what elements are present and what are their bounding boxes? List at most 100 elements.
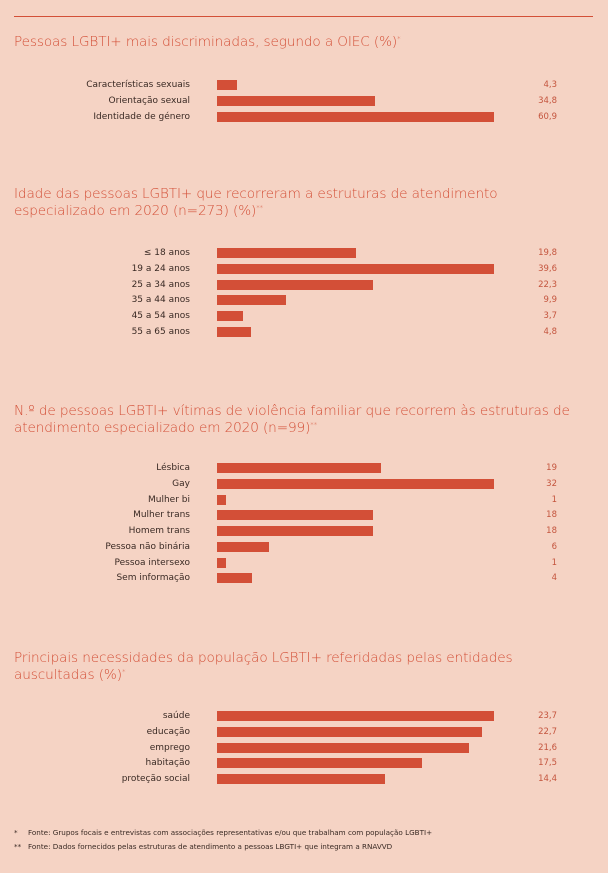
category-label: habitação <box>145 758 190 769</box>
bar <box>217 526 373 536</box>
value-label: 4,8 <box>543 326 557 337</box>
footnote-mark: ** <box>14 842 22 851</box>
value-label: 22,7 <box>538 726 557 737</box>
value-label: 1 <box>551 494 557 505</box>
category-label: Pessoa não binária <box>105 541 190 552</box>
footnote-mark: * <box>121 668 126 676</box>
value-label: 18 <box>546 526 557 536</box>
bar-row: 35 a 44 anos 9,9 <box>0 294 608 306</box>
footnote-2: ** Fonte: Dados fornecidos pelas estrutur… <box>14 840 432 854</box>
bar <box>217 742 470 753</box>
value-label: 17,5 <box>538 758 557 769</box>
chart-2-title: Idade das pessoas LGBTI+ que recorreram … <box>14 186 574 220</box>
bar-row: Características sexuais 4,3 <box>0 79 608 91</box>
bar-row: habitação 17,5 <box>0 757 608 769</box>
bar-row: Orientação sexual 34,8 <box>0 95 608 107</box>
bar <box>217 326 251 337</box>
bar <box>217 248 356 258</box>
value-label: 1 <box>551 557 557 568</box>
category-label: educação <box>146 726 190 737</box>
bar <box>217 279 373 290</box>
bar-row: ≤ 18 anos 19,8 <box>0 247 608 259</box>
value-label: 3,7 <box>543 311 557 321</box>
category-label: 45 a 54 anos <box>131 311 190 321</box>
footnote-mark: * <box>14 828 18 837</box>
chart-1-title-text: Pessoas LGBTI+ mais discriminadas, segun… <box>14 34 398 50</box>
footnotes: * Fonte: Grupos focais e entrevistas com … <box>14 826 432 854</box>
bar <box>217 510 373 521</box>
value-label: 14,4 <box>538 774 557 784</box>
value-label: 60,9 <box>538 111 557 122</box>
bar-row: proteção social 14,4 <box>0 773 608 785</box>
bar <box>217 774 386 784</box>
bar-row: Mulher bi 1 <box>0 494 608 506</box>
value-label: 19 <box>546 463 557 473</box>
bar-row: 45 a 54 anos 3,7 <box>0 310 608 322</box>
bar <box>217 263 494 274</box>
chart-4-title: Principais necessidades da população LGB… <box>14 650 574 684</box>
bar <box>217 295 287 306</box>
value-label: 39,6 <box>538 263 557 274</box>
category-label: saúde <box>162 711 190 721</box>
value-label: 34,8 <box>538 95 557 106</box>
bar <box>217 463 382 473</box>
footnote-mark: ** <box>256 204 264 212</box>
bar <box>217 557 226 568</box>
bar-row: 19 a 24 anos 39,6 <box>0 263 608 275</box>
footnote-mark: * <box>397 35 401 43</box>
value-label: 21,6 <box>538 742 557 753</box>
category-label: Gay <box>172 478 190 489</box>
bar <box>217 80 237 90</box>
bar-row: saúde 23,7 <box>0 710 608 722</box>
category-label: emprego <box>149 742 190 753</box>
category-label: 35 a 44 anos <box>131 295 190 306</box>
category-label: Orientação sexual <box>108 95 190 106</box>
category-label: Características sexuais <box>86 80 190 90</box>
category-label: Homem trans <box>128 526 190 536</box>
bar-row: Identidade de género 60,9 <box>0 111 608 123</box>
bar <box>217 726 483 737</box>
value-label: 4 <box>551 573 557 584</box>
bar <box>217 478 494 489</box>
category-label: 55 a 65 anos <box>131 326 190 337</box>
value-label: 23,7 <box>538 711 557 721</box>
category-label: Identidade de género <box>93 111 190 122</box>
value-label: 9,9 <box>543 295 557 306</box>
value-label: 32 <box>546 478 557 489</box>
bar <box>217 711 494 721</box>
chart-1-title: Pessoas LGBTI+ mais discriminadas, segun… <box>14 34 574 51</box>
chart-2-title-text: Idade das pessoas LGBTI+ que recorreram … <box>14 186 498 219</box>
bar-row: educação 22,7 <box>0 726 608 738</box>
bar-row: Sem informação 4 <box>0 572 608 584</box>
bar-row: Pessoa intersexo 1 <box>0 557 608 569</box>
footnote-text: Fonte: Grupos focais e entrevistas com a… <box>28 828 433 837</box>
bar-row: Homem trans 18 <box>0 525 608 537</box>
category-label: proteção social <box>121 774 190 784</box>
top-rule <box>14 16 593 17</box>
category-label: Pessoa intersexo <box>114 557 191 568</box>
chart-3-title-text: N.º de pessoas LGBTI+ vítimas de violênc… <box>14 403 570 436</box>
category-label: Lésbica <box>156 463 190 473</box>
chart-4-title-text: Principais necessidades da população LGB… <box>14 650 513 683</box>
bar <box>217 494 226 505</box>
bar-row: emprego 21,6 <box>0 742 608 754</box>
chart-3-title: N.º de pessoas LGBTI+ vítimas de violênc… <box>14 403 574 437</box>
category-label: 19 a 24 anos <box>131 263 190 274</box>
bar <box>217 541 269 552</box>
bar-row: Gay 32 <box>0 478 608 490</box>
value-label: 19,8 <box>538 248 557 258</box>
category-label: ≤ 18 anos <box>143 248 190 258</box>
bar-row: Mulher trans 18 <box>0 509 608 521</box>
bar-row: 25 a 34 anos 22,3 <box>0 279 608 291</box>
bar <box>217 311 243 321</box>
bar-row: Pessoa não binária 6 <box>0 541 608 553</box>
bar <box>217 95 376 106</box>
value-label: 6 <box>551 541 557 552</box>
value-label: 22,3 <box>538 279 557 290</box>
value-label: 18 <box>546 510 557 521</box>
category-label: 25 a 34 anos <box>131 279 190 290</box>
bar-row: 55 a 65 anos 4,8 <box>0 326 608 338</box>
footnote-text: Fonte: Dados fornecidos pelas estruturas… <box>28 842 393 851</box>
bar <box>217 573 252 584</box>
footnote-1: * Fonte: Grupos focais e entrevistas com … <box>14 826 432 840</box>
